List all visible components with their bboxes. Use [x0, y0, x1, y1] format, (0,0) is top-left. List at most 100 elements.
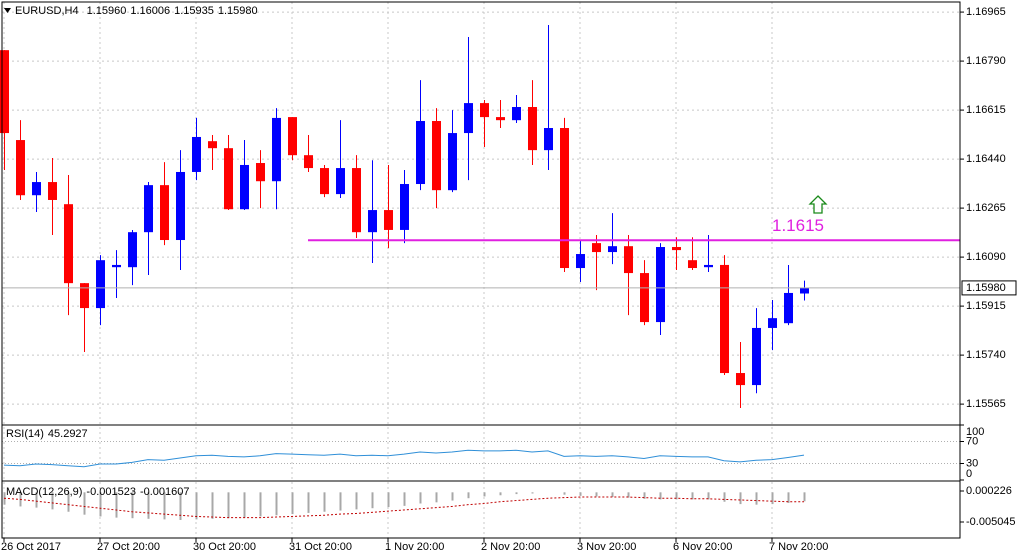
- y-tick-label: 1.15915: [966, 300, 1006, 312]
- candle-body-down: [720, 264, 729, 374]
- candle-body-up: [144, 185, 153, 233]
- candle-body-down: [688, 260, 697, 269]
- candle-body-up: [272, 117, 281, 182]
- grid-layer: [2, 2, 964, 542]
- symbol-menu-icon[interactable]: [4, 8, 11, 13]
- y-tick-label: 1.16615: [966, 104, 1006, 116]
- candle-body-down: [496, 117, 505, 121]
- candle-body-down: [528, 107, 537, 151]
- candle-body-down: [256, 163, 265, 182]
- candle-body-down: [736, 373, 745, 386]
- candle-body-up: [112, 264, 121, 268]
- indicator-value: -0.001607: [140, 486, 190, 498]
- candle-body-down: [80, 283, 89, 309]
- candle-body-up: [576, 254, 585, 269]
- candle-body-down: [672, 247, 681, 251]
- candle-body-down: [320, 168, 329, 195]
- candle-body-down: [592, 243, 601, 253]
- candle-body-up: [448, 133, 457, 191]
- candle-body-up: [32, 182, 41, 196]
- candle-body-up: [464, 103, 473, 134]
- candle-body-up: [368, 210, 377, 233]
- candle-body-down: [640, 273, 649, 323]
- x-tick-label: 30 Oct 20:00: [193, 541, 256, 553]
- y-tick-label: 100: [966, 426, 984, 438]
- y-tick-label: 0.000226: [966, 485, 1012, 497]
- candle-body-up: [784, 292, 793, 324]
- text-layer: 26 Oct 2017 27 Oct 20:00 30 Oct 20:00 31 Oc…: [1, 5, 1017, 553]
- candle-body-up: [128, 232, 137, 268]
- mark-layer: [0, 24, 960, 520]
- current-price-label: 1.15980: [966, 282, 1006, 294]
- candle-body-down: [16, 140, 25, 196]
- candle-body-down: [624, 246, 633, 274]
- candle-body-down: [64, 204, 73, 284]
- candle-body-down: [432, 121, 441, 191]
- x-tick-label: 27 Oct 20:00: [97, 541, 160, 553]
- quote-value: 1.15935: [174, 5, 214, 17]
- candle-body-up: [240, 164, 249, 210]
- y-tick-label: 1.15740: [966, 349, 1006, 361]
- candle-body-down: [480, 103, 489, 118]
- candle-body-down: [384, 210, 393, 230]
- candle-body-up: [704, 264, 713, 268]
- y-tick-label: 30: [966, 457, 978, 469]
- signal-line: [3, 496, 805, 519]
- y-tick-label: 70: [966, 435, 978, 447]
- chart-header: EURUSD,H4 1.15960 1.16006 1.15935 1.15980: [15, 5, 258, 17]
- y-tick-label: 1.15565: [966, 398, 1006, 410]
- indicator-header: RSI(14) 45.2927: [6, 428, 88, 440]
- x-tick-label: 26 Oct 2017: [1, 541, 61, 553]
- candle-body-up: [768, 318, 777, 328]
- y-tick-label: 1.16440: [966, 153, 1006, 165]
- y-tick-label: 1.16090: [966, 251, 1006, 263]
- candle-body-up: [192, 136, 201, 172]
- candle-body-up: [608, 246, 617, 253]
- y-tick-label: 1.16965: [966, 6, 1006, 18]
- candle-body-down: [560, 128, 569, 269]
- level-label: 1.1615: [772, 216, 824, 235]
- candle-body-up: [512, 107, 521, 121]
- indicator-name: MACD(12,26,9): [6, 486, 82, 498]
- y-tick-label: -0.005045: [966, 516, 1016, 528]
- up-arrow-icon: [808, 195, 828, 214]
- candle-body-down: [208, 141, 217, 149]
- quote-value: 1.15960: [87, 5, 127, 17]
- current-price-box: [961, 280, 1017, 296]
- indicator-header: MACD(12,26,9) -0.001523 -0.001607: [6, 486, 190, 498]
- rsi-line: [3, 449, 805, 468]
- candle-body-down: [0, 50, 9, 134]
- symbol: EURUSD,H4: [15, 5, 79, 17]
- x-tick-label: 2 Nov 20:00: [481, 541, 540, 553]
- x-tick-label: 31 Oct 20:00: [289, 541, 352, 553]
- y-tick-label: 1.16790: [966, 55, 1006, 67]
- candle-body-up: [416, 121, 425, 185]
- candle-body-up: [176, 171, 185, 241]
- candle-body-down: [48, 182, 57, 200]
- y-tick-label: 0: [966, 468, 972, 480]
- indicator-value: -0.001523: [86, 486, 136, 498]
- indicator-name: RSI(14): [6, 428, 44, 440]
- candle-body-up: [336, 168, 345, 195]
- x-tick-label: 6 Nov 20:00: [673, 541, 732, 553]
- x-tick-label: 1 Nov 20:00: [385, 541, 444, 553]
- candle-body-up: [752, 327, 761, 386]
- quote-value: 1.16006: [130, 5, 170, 17]
- candle-body-down: [352, 168, 361, 233]
- candle-body-up: [400, 184, 409, 230]
- candle-body-up: [544, 128, 553, 151]
- indicator-value: 45.2927: [48, 428, 88, 440]
- candle-body-down: [304, 155, 313, 169]
- x-tick-label: 7 Nov 20:00: [769, 541, 828, 553]
- candle-body-down: [224, 148, 233, 210]
- candle-body-up: [96, 260, 105, 309]
- x-tick-label: 3 Nov 20:00: [577, 541, 636, 553]
- quote-value: 1.15980: [218, 5, 258, 17]
- y-tick-label: 1.16265: [966, 202, 1006, 214]
- candle-body-up: [656, 247, 665, 323]
- plot-frame: [1, 1, 961, 539]
- candle-body-down: [288, 117, 297, 156]
